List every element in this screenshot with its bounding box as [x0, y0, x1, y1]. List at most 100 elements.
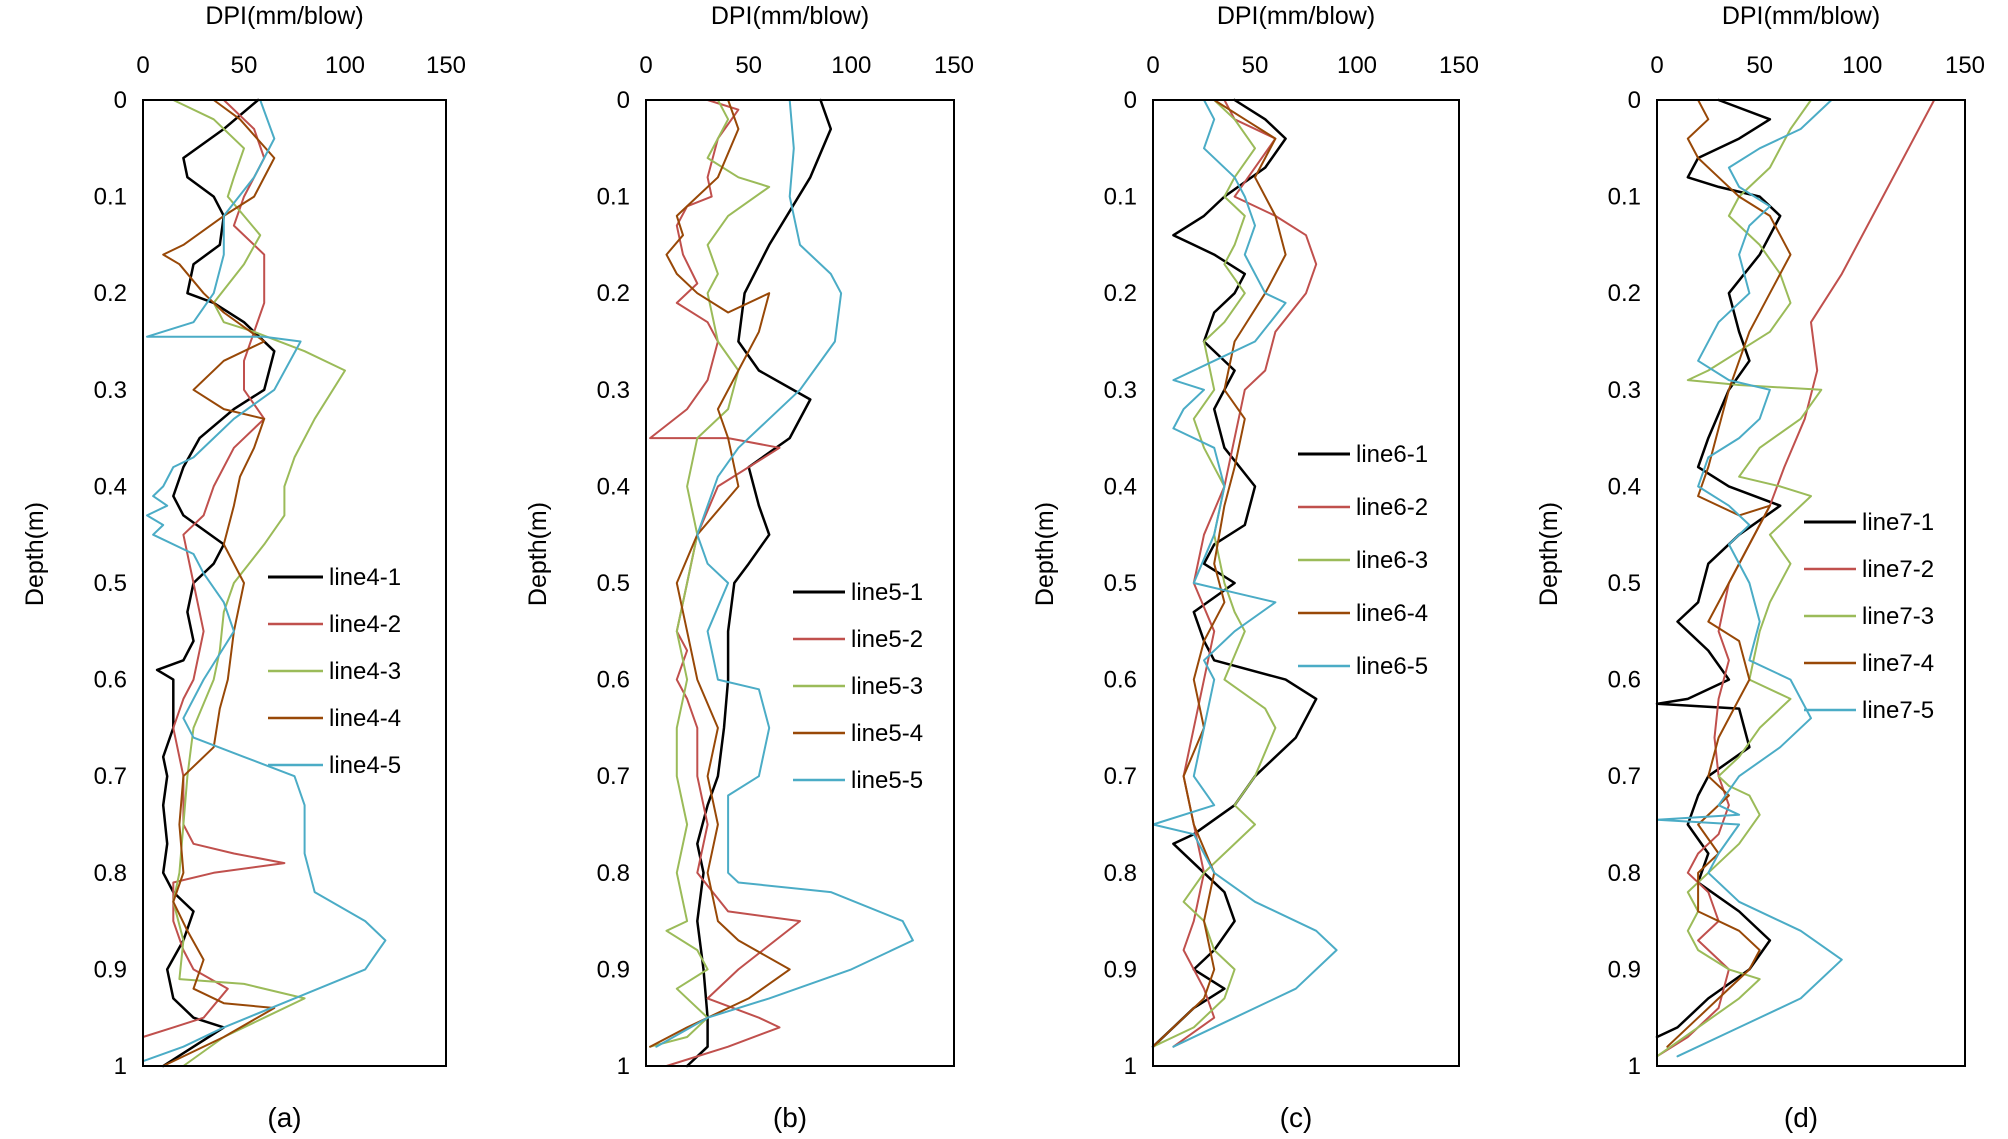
- y-tick-label: 0.4: [94, 473, 127, 500]
- y-tick-label: 0.6: [1608, 667, 1641, 694]
- legend-label: line7-4: [1862, 650, 1934, 677]
- legend-label: line6-5: [1356, 653, 1428, 680]
- series-line-line4-2: [142, 99, 286, 1038]
- series-line-line5-1: [685, 98, 833, 1068]
- x-tick-label: 150: [1439, 52, 1479, 79]
- x-tick-label: 100: [1337, 52, 1377, 79]
- legend-label: line6-2: [1356, 494, 1428, 521]
- series-line-line5-4: [649, 99, 791, 1048]
- x-tick-label: 150: [934, 52, 974, 79]
- y-axis-title: Depth(m): [1535, 502, 1563, 606]
- y-tick-label: 0.1: [94, 184, 127, 211]
- y-tick-label: 0.9: [1104, 956, 1137, 983]
- y-tick-label: 0.5: [1104, 570, 1137, 597]
- x-axis-title: DPI(mm/blow): [1217, 2, 1375, 30]
- y-tick-label: 0.2: [597, 280, 630, 307]
- y-tick-label: 0.5: [597, 570, 630, 597]
- x-tick-label: 100: [1842, 52, 1882, 79]
- y-tick-label: 0.6: [94, 667, 127, 694]
- series-line-line6-2: [1172, 99, 1318, 1048]
- series-line-line6-1: [1151, 98, 1318, 1048]
- y-tick-label: 0: [1628, 87, 1641, 114]
- series-line-line7-3: [1656, 99, 1823, 1058]
- y-tick-label: 0.9: [94, 956, 127, 983]
- y-tick-label: 0.3: [597, 377, 630, 404]
- legend-label: line6-3: [1356, 547, 1428, 574]
- series-line-line7-2: [1656, 99, 1936, 1058]
- legend-label: line5-4: [851, 720, 923, 747]
- legend-label: line7-2: [1862, 556, 1934, 583]
- y-tick-label: 0.1: [1104, 184, 1137, 211]
- x-tick-label: 0: [639, 52, 652, 79]
- y-tick-label: 0.7: [1608, 763, 1641, 790]
- x-axis-title: DPI(mm/blow): [1722, 2, 1880, 30]
- y-tick-label: 0.7: [94, 763, 127, 790]
- y-tick-label: 0.9: [597, 956, 630, 983]
- y-tick-label: 0.1: [1608, 184, 1641, 211]
- y-tick-label: 0.3: [94, 377, 127, 404]
- panel-label: (c): [1280, 1102, 1313, 1133]
- y-tick-label: 1: [617, 1053, 630, 1080]
- y-tick-label: 0.6: [597, 667, 630, 694]
- y-tick-label: 0.3: [1608, 377, 1641, 404]
- legend-label: line5-5: [851, 767, 923, 794]
- x-axis-title: DPI(mm/blow): [711, 2, 869, 30]
- y-tick-label: 0: [617, 87, 630, 114]
- legend-label: line4-4: [329, 705, 401, 732]
- y-tick-label: 0.4: [1608, 473, 1641, 500]
- series-line-line4-4: [162, 99, 276, 1067]
- y-tick-label: 0.5: [94, 570, 127, 597]
- panel-label: (a): [267, 1102, 301, 1133]
- legend-label: line7-1: [1862, 509, 1934, 536]
- series-line-line6-4: [1152, 99, 1287, 1048]
- y-tick-label: 0.5: [1608, 570, 1641, 597]
- panel-label: (d): [1784, 1102, 1818, 1133]
- x-tick-label: 50: [231, 52, 258, 79]
- y-tick-label: 0.2: [94, 280, 127, 307]
- y-tick-label: 1: [1124, 1053, 1137, 1080]
- legend-label: line4-2: [329, 611, 401, 638]
- y-tick-label: 0.2: [1104, 280, 1137, 307]
- x-tick-label: 0: [1650, 52, 1663, 79]
- plot-area-frame: [1656, 99, 1966, 1067]
- y-tick-label: 0.4: [597, 473, 630, 500]
- x-tick-label: 100: [831, 52, 871, 79]
- y-tick-label: 0.8: [597, 860, 630, 887]
- y-tick-label: 0.2: [1608, 280, 1641, 307]
- y-tick-label: 1: [114, 1053, 127, 1080]
- series-line-line7-5: [1656, 99, 1843, 1058]
- y-tick-label: 0.4: [1104, 473, 1137, 500]
- x-tick-label: 50: [1242, 52, 1269, 79]
- legend-label: line7-5: [1862, 697, 1934, 724]
- legend-label: line6-4: [1356, 600, 1428, 627]
- series-line-line6-5: [1152, 99, 1338, 1048]
- plot-area-frame: [142, 99, 447, 1067]
- y-tick-label: 0: [1124, 87, 1137, 114]
- x-tick-label: 150: [426, 52, 466, 79]
- series-line-line4-5: [142, 99, 387, 1063]
- y-tick-label: 0.7: [597, 763, 630, 790]
- x-axis-title: DPI(mm/blow): [205, 2, 363, 30]
- y-axis-title: Depth(m): [21, 502, 49, 606]
- y-tick-label: 0.8: [1608, 860, 1641, 887]
- series-line-line4-3: [172, 99, 346, 1067]
- series-line-line5-5: [655, 99, 914, 1048]
- legend-label: line5-1: [851, 579, 923, 606]
- y-tick-label: 0.1: [597, 184, 630, 211]
- y-tick-label: 0.8: [1104, 860, 1137, 887]
- legend-label: line4-3: [329, 658, 401, 685]
- series-line-line6-3: [1152, 99, 1277, 1048]
- plot-area-frame: [645, 99, 955, 1067]
- legend-label: line7-3: [1862, 603, 1934, 630]
- x-tick-label: 0: [136, 52, 149, 79]
- legend-label: line6-1: [1356, 441, 1428, 468]
- y-tick-label: 1: [1628, 1053, 1641, 1080]
- series-line-line7-1: [1655, 98, 1782, 1039]
- y-tick-label: 0.6: [1104, 667, 1137, 694]
- series-line-line5-3: [649, 99, 771, 1048]
- panel-label: (b): [773, 1102, 807, 1133]
- y-tick-label: 0.8: [94, 860, 127, 887]
- y-tick-label: 0: [114, 87, 127, 114]
- y-tick-label: 0.3: [1104, 377, 1137, 404]
